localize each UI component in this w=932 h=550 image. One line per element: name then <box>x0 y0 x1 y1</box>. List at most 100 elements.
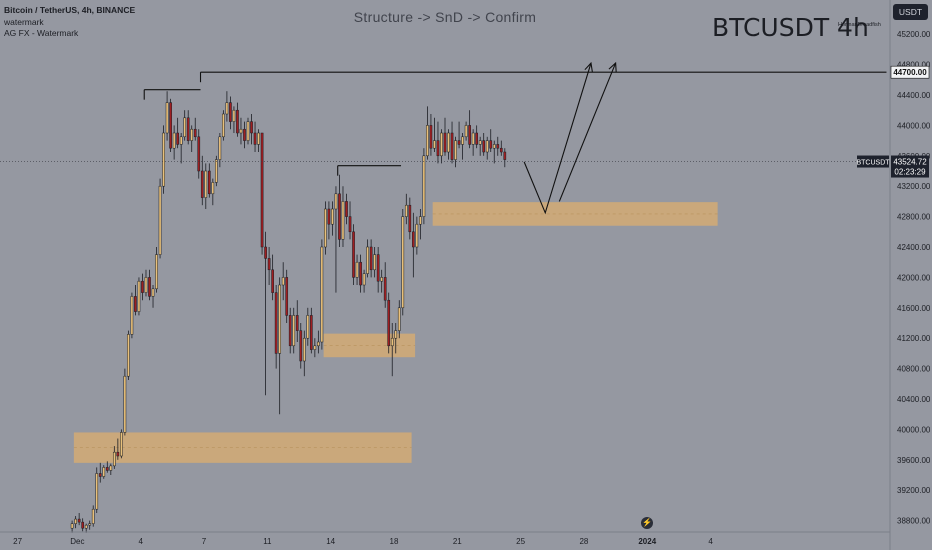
bear-candle[interactable] <box>207 170 211 195</box>
bull-candle[interactable] <box>464 125 468 138</box>
bull-candle[interactable] <box>70 523 74 529</box>
bear-candle[interactable] <box>295 315 299 331</box>
bear-candle[interactable] <box>376 254 380 282</box>
bear-candle[interactable] <box>338 193 341 240</box>
indicator-ag-fx-watermark[interactable]: AG FX - Watermark <box>4 28 79 38</box>
bear-candle[interactable] <box>288 315 292 347</box>
bull-candle[interactable] <box>151 288 155 297</box>
bear-candle[interactable] <box>169 102 172 149</box>
bull-candle[interactable] <box>334 193 338 210</box>
bear-candle[interactable] <box>383 277 387 301</box>
bull-candle[interactable] <box>95 473 99 510</box>
bull-candle[interactable] <box>215 159 218 183</box>
bull-candle[interactable] <box>478 140 482 145</box>
bull-candle[interactable] <box>422 155 426 217</box>
bull-candle[interactable] <box>179 136 183 145</box>
bull-candle[interactable] <box>404 204 408 217</box>
bull-candle[interactable] <box>331 208 334 225</box>
bear-candle[interactable] <box>352 231 355 278</box>
bear-candle[interactable] <box>77 518 81 523</box>
bull-candle[interactable] <box>373 254 376 271</box>
bull-candle[interactable] <box>366 246 369 274</box>
bear-candle[interactable] <box>197 136 201 172</box>
bear-candle[interactable] <box>457 140 461 145</box>
bull-candle[interactable] <box>292 315 296 347</box>
bull-candle[interactable] <box>313 345 317 350</box>
bull-candle[interactable] <box>127 334 130 377</box>
bull-candle[interactable] <box>109 465 113 471</box>
bear-candle[interactable] <box>274 292 278 354</box>
bull-candle[interactable] <box>355 261 359 278</box>
bull-candle[interactable] <box>401 216 405 309</box>
bear-candle[interactable] <box>299 330 303 362</box>
bull-candle[interactable] <box>91 508 95 524</box>
bull-candle[interactable] <box>165 102 169 134</box>
bull-candle[interactable] <box>162 132 165 187</box>
bull-candle[interactable] <box>120 432 123 457</box>
bull-candle[interactable] <box>324 208 327 248</box>
bear-candle[interactable] <box>499 147 503 153</box>
bull-candle[interactable] <box>246 121 250 141</box>
lightning-icon[interactable]: ⚡ <box>641 517 653 529</box>
bull-candle[interactable] <box>390 337 394 347</box>
bull-candle[interactable] <box>306 315 310 339</box>
bull-candle[interactable] <box>158 185 162 255</box>
bear-candle[interactable] <box>489 140 493 149</box>
bull-candle[interactable] <box>190 128 194 141</box>
bear-candle[interactable] <box>243 128 246 141</box>
bull-candle[interactable] <box>74 518 77 524</box>
bear-candle[interactable] <box>475 132 479 145</box>
bull-candle[interactable] <box>317 341 320 347</box>
bull-candle[interactable] <box>144 277 148 293</box>
bull-candle[interactable] <box>211 182 215 195</box>
bull-candle[interactable] <box>341 201 345 240</box>
bear-candle[interactable] <box>236 109 239 134</box>
bear-candle[interactable] <box>429 125 433 149</box>
bear-candle[interactable] <box>229 102 232 122</box>
bull-candle[interactable] <box>485 140 489 153</box>
bear-candle[interactable] <box>468 125 471 145</box>
bull-candle[interactable] <box>137 280 141 312</box>
bear-candle[interactable] <box>105 467 109 471</box>
bull-candle[interactable] <box>232 109 236 122</box>
bull-candle[interactable] <box>394 330 398 339</box>
bull-candle[interactable] <box>88 523 92 526</box>
bear-candle[interactable] <box>200 170 204 198</box>
bear-candle[interactable] <box>116 451 120 457</box>
bear-candle[interactable] <box>327 208 331 225</box>
bear-candle[interactable] <box>267 258 271 271</box>
bull-candle[interactable] <box>380 277 384 282</box>
bull-candle[interactable] <box>281 277 285 286</box>
symbol-legend[interactable]: Bitcoin / TetherUS, 4h, BINANCE <box>4 5 136 15</box>
bull-candle[interactable] <box>218 136 222 160</box>
bear-candle[interactable] <box>345 201 348 217</box>
bear-candle[interactable] <box>369 246 373 271</box>
bear-candle[interactable] <box>443 132 447 153</box>
bull-candle[interactable] <box>419 216 422 225</box>
bull-candle[interactable] <box>492 144 496 149</box>
bear-candle[interactable] <box>186 117 190 141</box>
bull-candle[interactable] <box>102 467 106 477</box>
bear-candle[interactable] <box>250 121 253 134</box>
bear-candle[interactable] <box>503 151 507 160</box>
bull-candle[interactable] <box>433 140 436 149</box>
bull-candle[interactable] <box>84 524 88 529</box>
bull-candle[interactable] <box>397 307 401 331</box>
bear-candle[interactable] <box>348 216 352 233</box>
bull-candle[interactable] <box>172 132 176 149</box>
bull-candle[interactable] <box>320 246 324 343</box>
bear-candle[interactable] <box>260 132 264 248</box>
bear-candle[interactable] <box>264 246 267 259</box>
bull-candle[interactable] <box>257 132 260 145</box>
bear-candle[interactable] <box>148 277 151 297</box>
bear-candle[interactable] <box>309 315 313 350</box>
indicator-watermark[interactable]: watermark <box>4 17 44 27</box>
bull-candle[interactable] <box>426 125 429 157</box>
bear-candle[interactable] <box>436 140 440 157</box>
bear-candle[interactable] <box>253 132 257 145</box>
bear-candle[interactable] <box>411 231 415 248</box>
bull-candle[interactable] <box>123 375 127 433</box>
bull-candle[interactable] <box>155 254 158 290</box>
bull-candle[interactable] <box>362 273 366 286</box>
bull-candle[interactable] <box>461 136 464 145</box>
